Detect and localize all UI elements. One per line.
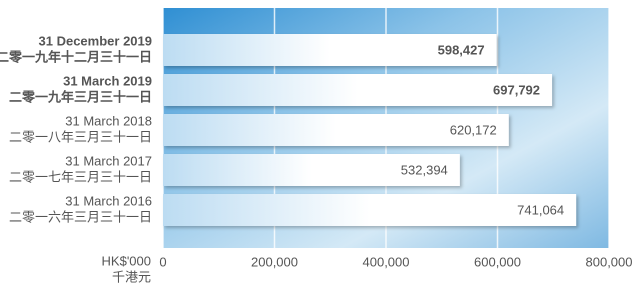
x-tick-label: 600,000 (474, 254, 521, 269)
category-label: 31 December 2019 (39, 33, 152, 48)
category-sublabel: 二零一九年十二月三十一日 (0, 49, 152, 64)
x-tick-label: 400,000 (363, 254, 410, 269)
category-sublabel: 二零一七年三月三十一日 (9, 169, 152, 184)
value-label: 532,394 (401, 162, 448, 177)
value-label: 620,172 (450, 122, 497, 137)
x-tick-label: 200,000 (251, 254, 298, 269)
category-label: 31 March 2017 (65, 153, 152, 168)
bar (163, 194, 576, 226)
x-axis-label: HK$'000 (102, 253, 151, 268)
x-axis-sublabel: 千港元 (112, 269, 151, 284)
category-label: 31 March 2016 (65, 193, 152, 208)
x-tick-label: 800,000 (586, 254, 633, 269)
category-sublabel: 二零一六年三月三十一日 (9, 209, 152, 224)
category-label: 31 March 2019 (63, 73, 152, 88)
x-tick-label: 0 (159, 254, 166, 269)
value-label: 697,792 (493, 82, 540, 97)
value-label: 741,064 (517, 202, 564, 217)
category-sublabel: 二零一九年三月三十一日 (9, 89, 152, 104)
category-sublabel: 二零一八年三月三十一日 (9, 129, 152, 144)
category-label: 31 March 2018 (65, 113, 152, 128)
chart: HK$'000 千港元 0 200,000 400,000 600,000 800,00… (0, 0, 633, 298)
value-label: 598,427 (438, 42, 485, 57)
